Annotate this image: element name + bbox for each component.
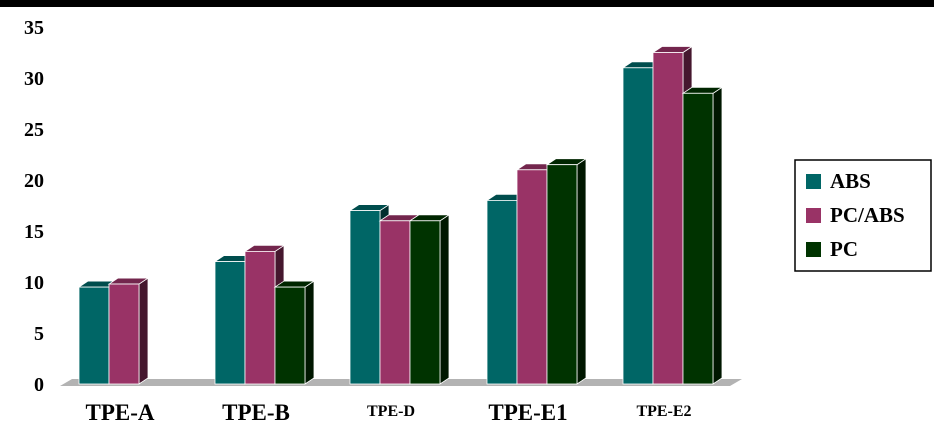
- top-border: [0, 0, 934, 7]
- x-tick-label-tpe-b: TPE-B: [222, 400, 290, 425]
- legend-label-pc-abs: PC/ABS: [830, 203, 905, 227]
- legend-swatch-abs: [806, 174, 821, 189]
- legend-label-pc: PC: [830, 237, 858, 261]
- y-tick-label-10: 10: [24, 272, 44, 294]
- bar-tpe-e2-pc: [681, 86, 724, 385]
- legend-swatch-pc-abs: [806, 208, 821, 223]
- bar-tpe-a-pc-abs: [107, 277, 150, 385]
- bar-tpe-d-pc: [408, 214, 451, 385]
- y-tick-label-20: 20: [24, 170, 44, 192]
- y-tick-label-35: 35: [24, 17, 44, 39]
- legend: ABS PC/ABS PC: [794, 159, 932, 272]
- bar-tpe-b-pc: [273, 280, 316, 385]
- y-tick-label-5: 5: [34, 323, 44, 345]
- x-tick-label-tpe-d: TPE-D: [367, 403, 415, 420]
- bars-group: [77, 45, 724, 385]
- y-axis: 0 5 10 15 20 25 30 35: [24, 17, 44, 396]
- x-axis: TPE-A TPE-B TPE-D TPE-E1 TPE-E2: [86, 400, 692, 425]
- y-tick-label-30: 30: [24, 68, 44, 90]
- y-tick-label-15: 15: [24, 221, 44, 243]
- legend-swatch-pc: [806, 242, 821, 257]
- x-tick-label-tpe-e1: TPE-E1: [488, 400, 567, 425]
- legend-label-abs: ABS: [830, 169, 871, 193]
- x-tick-label-tpe-a: TPE-A: [86, 400, 155, 425]
- bar-tpe-e1-pc: [545, 157, 588, 385]
- y-tick-label-0: 0: [34, 374, 44, 396]
- x-tick-label-tpe-e2: TPE-E2: [636, 403, 691, 420]
- y-tick-label-25: 25: [24, 119, 44, 141]
